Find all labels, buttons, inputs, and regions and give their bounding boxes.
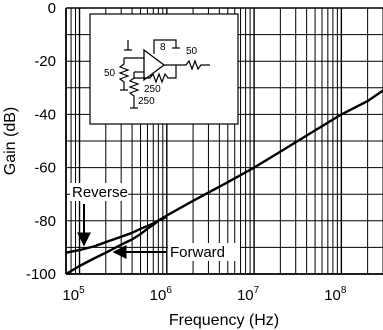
schematic-wire <box>153 39 177 54</box>
y-tick-label: -60 <box>34 160 56 177</box>
schematic-wire <box>118 58 130 90</box>
y-tick-label: -80 <box>34 213 56 230</box>
y-tick-label: 0 <box>48 0 56 17</box>
y-axis-title: Gain (dB) <box>2 107 19 175</box>
schematic-wire <box>134 65 177 84</box>
series-line-forward <box>65 215 168 276</box>
x-tick-label: 108 <box>324 285 347 304</box>
inset-label: 250 <box>144 84 161 95</box>
data-series <box>65 89 383 276</box>
x-tick-label: 105 <box>62 285 85 304</box>
inset-label: 50 <box>186 46 198 57</box>
y-tick-label: -20 <box>34 53 56 70</box>
y-tick-label: -100 <box>26 266 56 283</box>
reverse-label-bg <box>70 183 128 201</box>
annotations: Reverse Forward <box>70 183 240 261</box>
schematic-wire <box>164 59 210 71</box>
x-tick-label: 107 <box>237 285 260 304</box>
x-tick-label: 106 <box>150 285 173 304</box>
schematic-wire <box>128 72 140 108</box>
reverse-annotation: Reverse <box>72 184 128 201</box>
forward-annotation: Forward <box>170 244 225 261</box>
x-axis-title: Frequency (Hz) <box>169 312 279 329</box>
inset-label: 8 <box>160 42 166 53</box>
series-line-reverse <box>65 89 383 254</box>
inset-label: 50 <box>104 68 116 79</box>
inset-frame <box>89 13 239 125</box>
tick-labels: 0 -20 -40 -60 -80 -100 105 106 107 108 Frequency (… <box>2 0 347 329</box>
forward-label-bg <box>168 243 240 261</box>
axes <box>65 7 383 275</box>
y-tick-label: -40 <box>34 106 56 123</box>
schematic-wire <box>124 40 132 51</box>
opamp-symbol <box>143 48 166 82</box>
inset-label: 250 <box>138 96 155 107</box>
